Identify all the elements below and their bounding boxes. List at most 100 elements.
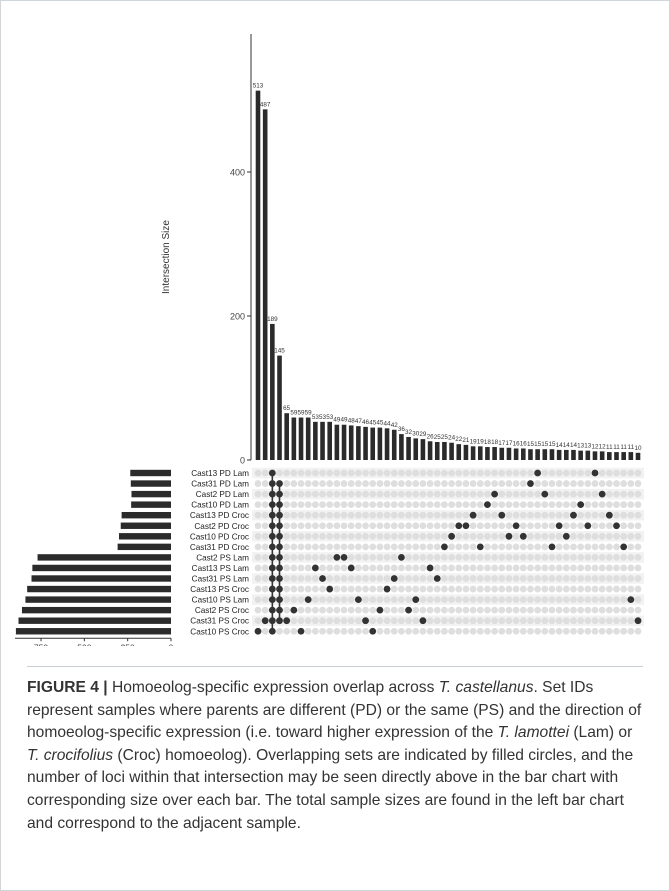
matrix-dot-empty <box>405 522 412 530</box>
intersection-bar <box>578 450 583 460</box>
matrix-dot-empty <box>283 532 291 540</box>
matrix-dot-empty <box>304 511 312 519</box>
matrix-dot-filled <box>419 617 427 625</box>
matrix-dot-empty <box>613 627 620 635</box>
matrix-dot-empty <box>591 627 599 635</box>
matrix-dot-empty <box>448 511 455 519</box>
matrix-dot-empty <box>290 511 298 519</box>
matrix-dot-empty <box>319 522 326 530</box>
matrix-dot-empty <box>290 501 298 509</box>
matrix-dot-empty <box>462 596 470 603</box>
matrix-dot-empty <box>476 606 484 614</box>
intersection-bar <box>585 450 591 460</box>
matrix-dot-empty <box>369 575 377 582</box>
matrix-dot-empty <box>254 469 262 477</box>
matrix-dot-empty <box>448 564 455 572</box>
matrix-dot-empty <box>519 564 527 572</box>
matrix-dot-empty <box>340 501 348 509</box>
matrix-dot-empty <box>570 585 577 593</box>
matrix-dot-empty <box>304 575 312 582</box>
matrix-dot-empty <box>620 522 628 530</box>
intersection-bar <box>291 417 297 460</box>
matrix-dot-empty <box>405 617 412 625</box>
matrix-dot-empty <box>469 522 477 530</box>
matrix-dot-empty <box>627 606 635 614</box>
matrix-dot-empty <box>261 469 269 477</box>
matrix-dot-empty <box>398 501 405 509</box>
bar-value-label: 11 <box>628 444 635 451</box>
matrix-dot-empty <box>433 585 441 593</box>
matrix-dot-empty <box>591 490 599 498</box>
matrix-dot-empty <box>448 596 455 603</box>
matrix-dot-empty <box>519 490 527 498</box>
matrix-dot-empty <box>433 511 441 519</box>
matrix-dot-empty <box>290 564 298 572</box>
set-size-bar <box>27 585 172 593</box>
matrix-dot-empty <box>426 596 434 603</box>
matrix-dot-empty <box>613 480 620 487</box>
matrix-dot-empty <box>405 627 412 635</box>
matrix-dot-empty <box>433 469 441 477</box>
matrix-dot-empty <box>254 543 262 551</box>
matrix-dot-empty <box>512 575 520 582</box>
matrix-dot-empty <box>441 554 448 561</box>
matrix-dot-empty <box>584 596 592 603</box>
bar-value-label: 16 <box>513 440 521 447</box>
matrix-dot-empty <box>519 606 527 614</box>
matrix-dot-empty <box>476 469 484 477</box>
set-size-bar <box>32 564 171 572</box>
matrix-group <box>252 467 645 635</box>
matrix-dot-empty <box>634 575 642 582</box>
matrix-dot-empty <box>354 554 362 561</box>
matrix-dot-empty <box>340 627 348 635</box>
matrix-dot-empty <box>484 532 491 540</box>
intersection-bar <box>406 436 411 460</box>
matrix-dot-empty <box>455 469 463 477</box>
matrix-dot-empty <box>376 501 384 509</box>
matrix-dot-empty <box>419 480 427 487</box>
matrix-dot-empty <box>441 480 448 487</box>
matrix-dot-empty <box>376 522 384 530</box>
matrix-dot-empty <box>548 490 556 498</box>
matrix-dot-empty <box>562 522 570 530</box>
matrix-dot-empty <box>304 585 312 593</box>
bar-value-label: 18 <box>484 439 492 446</box>
matrix-dot-empty <box>347 480 355 487</box>
matrix-dot-empty <box>441 617 448 625</box>
matrix-dot-empty <box>562 575 570 582</box>
matrix-dot-filled <box>297 627 305 635</box>
matrix-dot-empty <box>326 617 334 625</box>
matrix-dot-empty <box>283 564 291 572</box>
intersection-bar <box>599 451 605 460</box>
matrix-dot-empty <box>584 469 592 477</box>
matrix-dot-empty <box>512 627 520 635</box>
matrix-dot-empty <box>390 617 398 625</box>
intersection-bar <box>377 427 383 460</box>
matrix-dot-empty <box>570 501 577 509</box>
matrix-dot-empty <box>570 480 577 487</box>
matrix-dot-empty <box>254 490 262 498</box>
matrix-dot-empty <box>354 469 362 477</box>
matrix-dot-empty <box>462 490 470 498</box>
matrix-dot-empty <box>369 585 377 593</box>
matrix-dot-empty <box>290 617 298 625</box>
matrix-dot-empty <box>347 501 355 509</box>
matrix-dot-empty <box>354 564 362 572</box>
matrix-dot-empty <box>441 627 448 635</box>
matrix-dot-empty <box>448 606 455 614</box>
matrix-dot-empty <box>591 564 599 572</box>
matrix-dot-empty <box>261 627 269 635</box>
matrix-dot-empty <box>476 554 484 561</box>
matrix-dot-empty <box>419 511 427 519</box>
matrix-dot-empty <box>469 543 477 551</box>
set-size-bar <box>25 596 172 603</box>
matrix-dot-empty <box>577 617 585 625</box>
matrix-dot-empty <box>613 511 620 519</box>
matrix-dot-empty <box>412 543 420 551</box>
matrix-dot-empty <box>426 617 434 625</box>
matrix-dot-empty <box>469 617 477 625</box>
matrix-dot-empty <box>455 480 463 487</box>
matrix-dot-empty <box>484 480 491 487</box>
matrix-dot-empty <box>505 564 513 572</box>
